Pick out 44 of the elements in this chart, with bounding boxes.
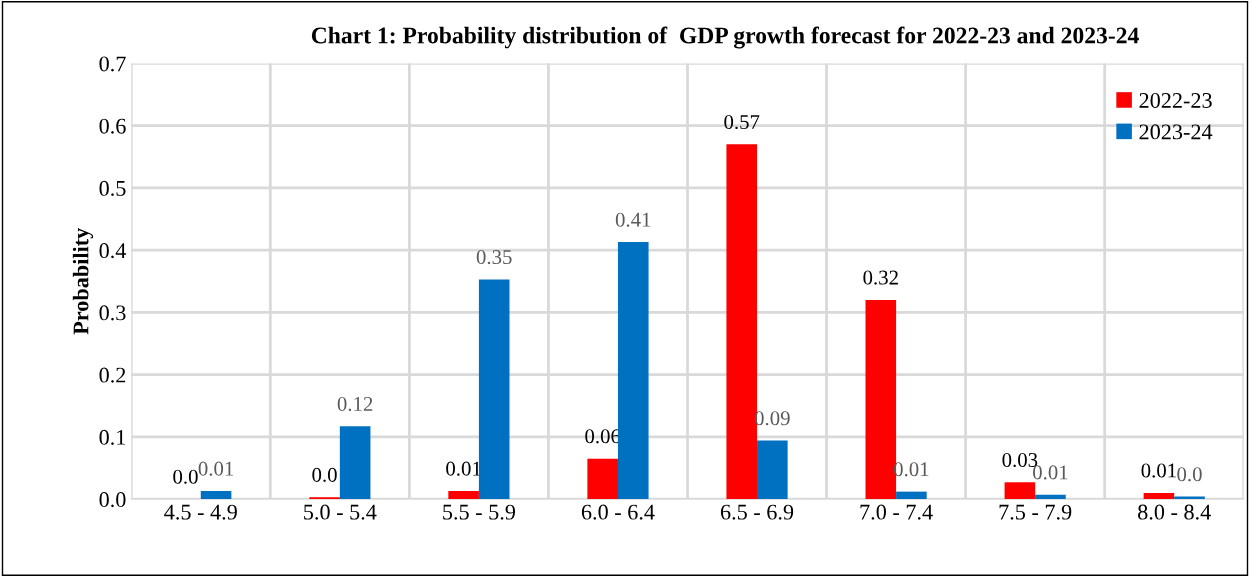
y-tick-label: 0.4 — [99, 243, 127, 259]
y-tick-label: 0.7 — [99, 56, 126, 72]
bar — [757, 440, 788, 500]
data-label: 0.01 — [446, 461, 481, 476]
y-tick-label: 0.1 — [99, 429, 126, 445]
data-label: 0.0 — [312, 467, 337, 482]
data-label: 0.35 — [476, 250, 512, 265]
data-label: 0.01 — [1141, 463, 1176, 478]
bar — [896, 491, 927, 500]
data-label: 0.32 — [863, 270, 898, 285]
x-tick-label: 6.0 - 6.4 — [581, 504, 655, 520]
y-tick-label: 0.2 — [99, 367, 126, 383]
x-tick-label: 6.5 - 6.9 — [720, 504, 794, 520]
data-label: 0.01 — [198, 461, 234, 476]
data-label: 0.12 — [337, 396, 373, 412]
y-tick-label: 0.3 — [99, 305, 126, 321]
chart-title: Chart 1: Probability distribution of GDP growth forecast for 2022-23 and 2023-24 — [311, 26, 1139, 49]
y-tick-label: 0.5 — [99, 180, 126, 196]
data-label: 0.01 — [1033, 465, 1068, 480]
y-axis-title: Probability — [72, 227, 94, 335]
data-label: 0.57 — [724, 114, 760, 130]
data-label: 0.03 — [1002, 452, 1038, 468]
bar — [1004, 482, 1036, 500]
y-tick-label: 0.6 — [99, 118, 126, 134]
bar — [1143, 492, 1175, 500]
x-tick-label: 5.0 - 5.4 — [304, 504, 377, 520]
data-label: 0.0 — [173, 469, 198, 484]
legend-label: 2023-24 — [1139, 124, 1213, 140]
x-tick-label: 4.5 - 4.9 — [164, 504, 237, 520]
data-label: 0.0 — [1177, 467, 1202, 482]
x-tick-label: 7.5 - 7.9 — [999, 504, 1072, 520]
bar — [448, 491, 479, 500]
bar — [617, 242, 649, 500]
data-label: 0.41 — [615, 212, 651, 227]
bar — [587, 458, 618, 500]
bar — [339, 426, 371, 500]
legend-label: 2022-23 — [1139, 92, 1212, 108]
x-tick-label: 8.0 - 8.4 — [1138, 504, 1211, 520]
x-tick-label: 7.0 - 7.4 — [860, 504, 933, 520]
x-tick-label: 5.5 - 5.9 — [443, 504, 516, 520]
bar — [200, 491, 232, 500]
bar — [478, 279, 510, 500]
bar — [1035, 494, 1066, 500]
y-tick-label: 0.0 — [99, 492, 126, 508]
